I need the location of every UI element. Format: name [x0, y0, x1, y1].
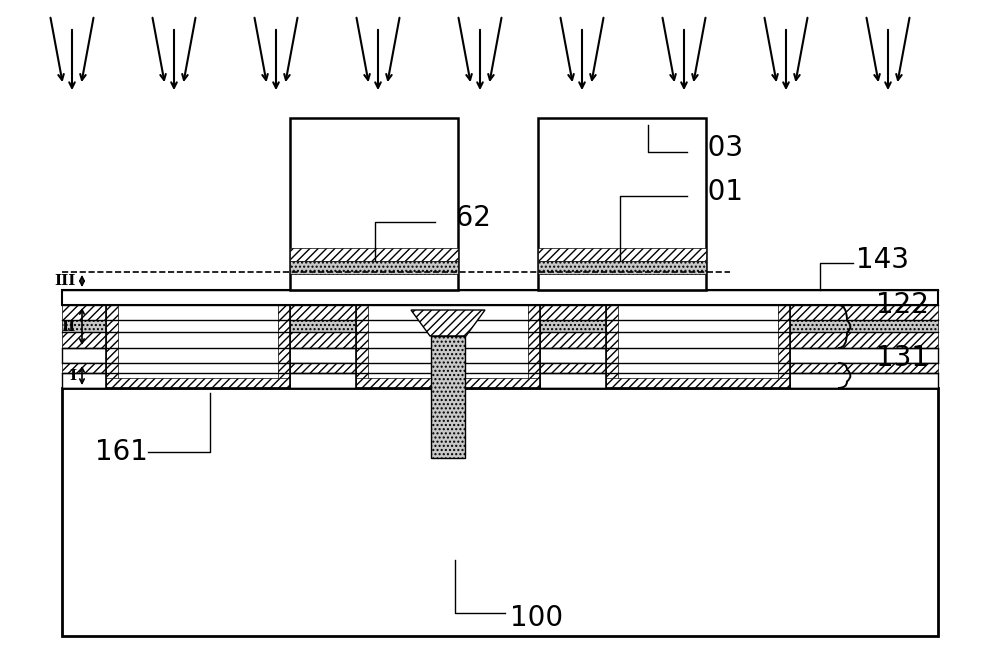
Bar [368, 305, 528, 388]
Text: 143: 143 [856, 246, 909, 274]
Bar [118, 305, 278, 388]
Bar [538, 118, 706, 290]
Text: 162: 162 [438, 204, 491, 232]
Bar [538, 248, 706, 261]
Bar [62, 290, 938, 305]
Bar [62, 348, 938, 363]
Bar [62, 305, 938, 320]
Bar [106, 378, 290, 388]
Bar [62, 363, 938, 373]
Text: 103: 103 [690, 134, 743, 162]
Bar [62, 373, 938, 388]
Bar [356, 305, 368, 388]
Text: 100: 100 [510, 604, 563, 632]
Bar [528, 305, 540, 388]
Bar [356, 378, 540, 388]
Bar [606, 378, 790, 388]
Bar [62, 320, 938, 332]
Bar [290, 118, 458, 290]
Text: III: III [55, 274, 76, 288]
Text: 131: 131 [876, 344, 929, 372]
Bar [278, 305, 290, 388]
Bar [290, 261, 458, 274]
Bar [62, 388, 938, 636]
Polygon shape [411, 310, 485, 336]
Text: I: I [69, 369, 76, 383]
Text: 161: 161 [95, 438, 148, 466]
Text: 122: 122 [876, 291, 929, 319]
Text: II: II [62, 320, 76, 333]
Text: 101: 101 [690, 178, 743, 206]
Bar [538, 261, 706, 274]
Bar [606, 305, 790, 388]
Bar [606, 305, 618, 388]
Bar [290, 248, 458, 261]
Bar [431, 336, 465, 458]
Bar [62, 332, 938, 348]
Bar [106, 305, 290, 388]
Bar [618, 305, 778, 388]
Bar [778, 305, 790, 388]
Bar [106, 305, 118, 388]
Bar [356, 305, 540, 388]
